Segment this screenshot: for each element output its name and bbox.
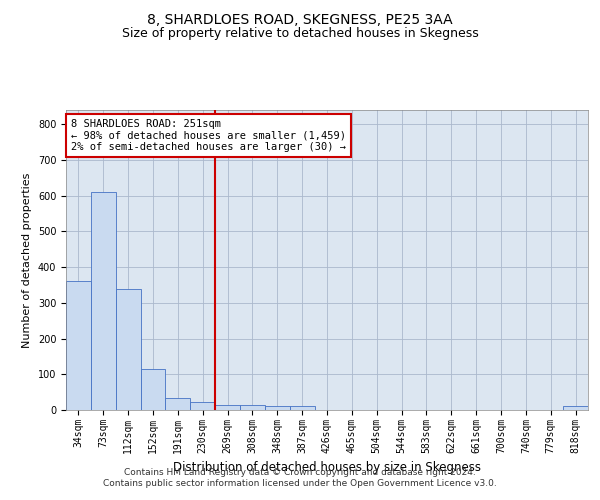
Bar [166, 398, 190, 410]
Bar [116, 290, 140, 410]
X-axis label: Distribution of detached houses by size in Skegness: Distribution of detached houses by size … [173, 461, 481, 474]
Bar [66, 282, 91, 410]
Bar [290, 406, 314, 410]
Bar [215, 404, 240, 410]
Bar [190, 402, 215, 410]
Text: 8 SHARDLOES ROAD: 251sqm
← 98% of detached houses are smaller (1,459)
2% of semi: 8 SHARDLOES ROAD: 251sqm ← 98% of detach… [71, 119, 346, 152]
Text: Contains HM Land Registry data © Crown copyright and database right 2024.
Contai: Contains HM Land Registry data © Crown c… [103, 468, 497, 487]
Bar [265, 406, 290, 410]
Bar [240, 404, 265, 410]
Text: 8, SHARDLOES ROAD, SKEGNESS, PE25 3AA: 8, SHARDLOES ROAD, SKEGNESS, PE25 3AA [147, 12, 453, 26]
Y-axis label: Number of detached properties: Number of detached properties [22, 172, 32, 348]
Text: Size of property relative to detached houses in Skegness: Size of property relative to detached ho… [122, 28, 478, 40]
Bar [140, 369, 166, 410]
Bar [563, 406, 588, 410]
Bar [91, 192, 116, 410]
